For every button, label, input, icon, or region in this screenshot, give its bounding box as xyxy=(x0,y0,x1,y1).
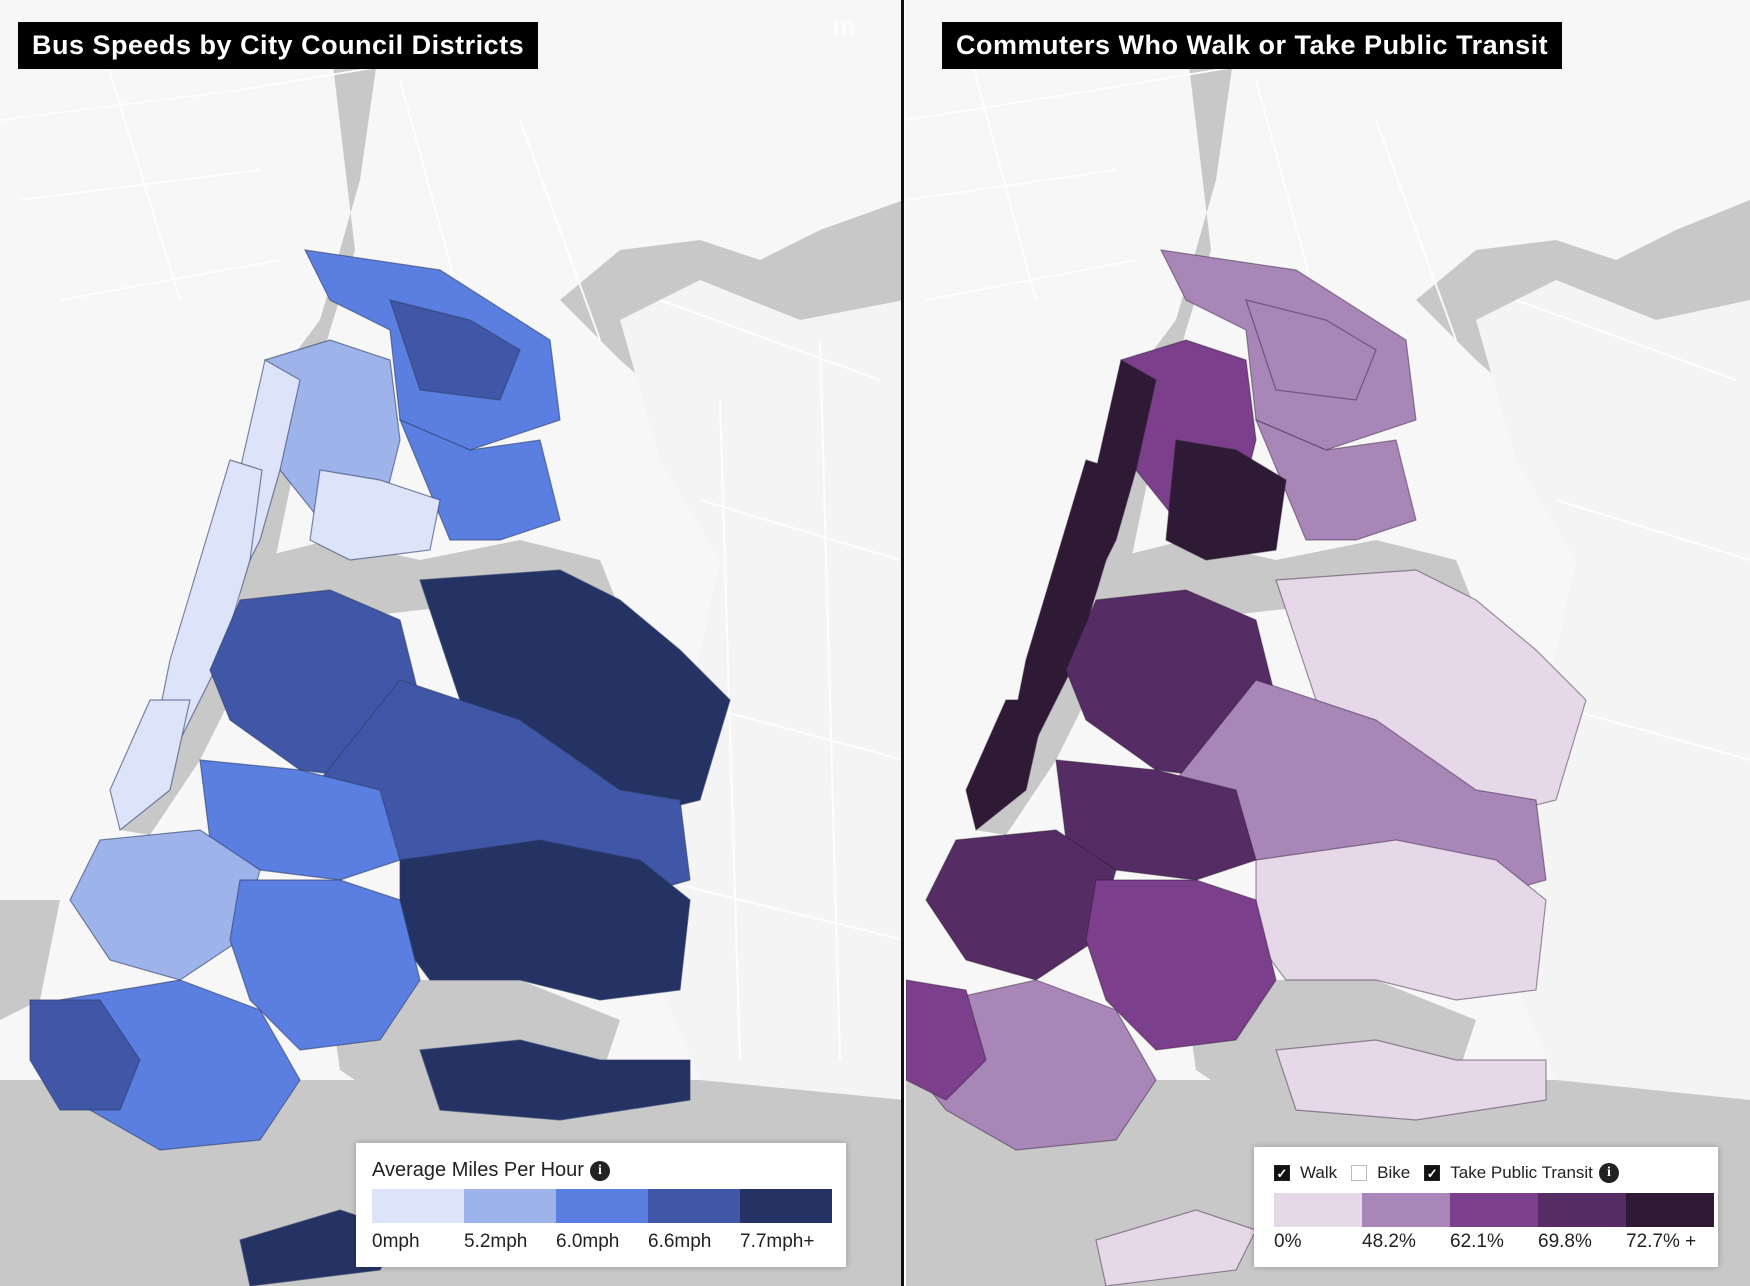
commuters-map[interactable] xyxy=(906,0,1750,1286)
legend-label: 72.7% + xyxy=(1626,1231,1697,1252)
bay-water xyxy=(0,900,60,1020)
commuters-title: Commuters Who Walk or Take Public Transi… xyxy=(942,22,1563,69)
legend-swatch-2 xyxy=(556,1189,648,1223)
map-provider-logo: m xyxy=(832,10,856,40)
district-brooklyn-central xyxy=(1085,879,1277,1051)
district-bronx-ne xyxy=(389,299,521,401)
district-bronx-east xyxy=(398,418,561,541)
legend-swatch-3 xyxy=(1538,1193,1626,1227)
legend-label: 62.1% xyxy=(1450,1231,1504,1252)
legend-label: 48.2% xyxy=(1362,1231,1416,1252)
legend-swatch-4 xyxy=(740,1189,832,1223)
legend-title: Average Miles Per Hour i xyxy=(372,1159,610,1182)
bus-speeds-map-panel[interactable]: Bus Speeds by City Council Districts m A… xyxy=(0,0,904,1286)
district-brooklyn-west xyxy=(925,829,1117,981)
filter-public-transit[interactable]: ✓ Take Public Transit i xyxy=(1424,1163,1619,1183)
road-network xyxy=(0,39,901,1061)
bus-speeds-map[interactable] xyxy=(0,0,904,1286)
district-staten-tip xyxy=(1095,1209,1257,1286)
info-icon[interactable]: i xyxy=(1598,1163,1619,1183)
legend-swatch-0 xyxy=(1274,1193,1362,1227)
legend-swatch-2 xyxy=(1450,1193,1538,1227)
transit-checkbox[interactable]: ✓ xyxy=(1424,1165,1441,1181)
hudson-river xyxy=(120,40,380,835)
legend-swatch-1 xyxy=(1362,1193,1450,1227)
district-brooklyn-west xyxy=(69,829,261,981)
legend-swatch-1 xyxy=(464,1189,556,1223)
district-bronx-east xyxy=(1254,418,1417,541)
district-manhattan-lower xyxy=(965,699,1047,832)
hudson-river xyxy=(976,40,1236,835)
commuters-legend: ✓ Walk Bike ✓ Take Public Transit i xyxy=(1254,1147,1718,1267)
district-bronx-south xyxy=(1165,439,1287,561)
council-districts xyxy=(29,249,731,1286)
info-icon[interactable]: i xyxy=(589,1160,610,1181)
walk-checkbox[interactable]: ✓ xyxy=(1274,1165,1290,1181)
filter-walk[interactable]: ✓ Walk xyxy=(1274,1163,1337,1183)
district-bronx-south xyxy=(309,469,441,561)
legend-swatches xyxy=(1274,1193,1714,1227)
east-land xyxy=(620,280,901,1100)
district-brooklyn-sw xyxy=(906,979,987,1101)
district-queens-rockaway xyxy=(1275,1039,1547,1121)
legend-labels: 0mph 5.2mph 6.0mph 6.6mph 7.7mph+ xyxy=(372,1231,832,1253)
legend-swatch-3 xyxy=(648,1189,740,1223)
commuters-map-panel[interactable]: Commuters Who Walk or Take Public Transi… xyxy=(906,0,1750,1286)
bike-checkbox[interactable] xyxy=(1351,1165,1368,1181)
legend-label: 5.2mph xyxy=(464,1231,528,1252)
legend-label: 0mph xyxy=(372,1231,420,1252)
bus-speeds-title: Bus Speeds by City Council Districts xyxy=(18,22,539,69)
council-districts xyxy=(906,249,1587,1286)
legend-swatches xyxy=(372,1189,832,1223)
legend-swatch-4 xyxy=(1626,1193,1714,1227)
legend-label: 0% xyxy=(1274,1231,1302,1252)
legend-label: 69.8% xyxy=(1538,1231,1592,1252)
filter-bike[interactable]: Bike xyxy=(1351,1163,1410,1183)
legend-label: 7.7mph+ xyxy=(740,1231,815,1252)
legend-swatch-0 xyxy=(372,1189,464,1223)
district-queens-rockaway xyxy=(419,1039,691,1121)
district-bronx-ne xyxy=(1245,299,1377,401)
district-manhattan-lower xyxy=(109,699,191,832)
legend-labels: 0% 48.2% 62.1% 69.8% 72.7% + xyxy=(1274,1231,1714,1253)
mode-filters: ✓ Walk Bike ✓ Take Public Transit i xyxy=(1274,1163,1633,1183)
district-brooklyn-central xyxy=(229,879,421,1051)
legend-label: 6.6mph xyxy=(648,1231,712,1252)
district-brooklyn-sw xyxy=(29,999,141,1111)
east-land xyxy=(1476,280,1750,1100)
bus-speeds-legend: Average Miles Per Hour i 0mph 5.2mph 6.0m… xyxy=(356,1143,846,1267)
legend-label: 6.0mph xyxy=(556,1231,620,1252)
